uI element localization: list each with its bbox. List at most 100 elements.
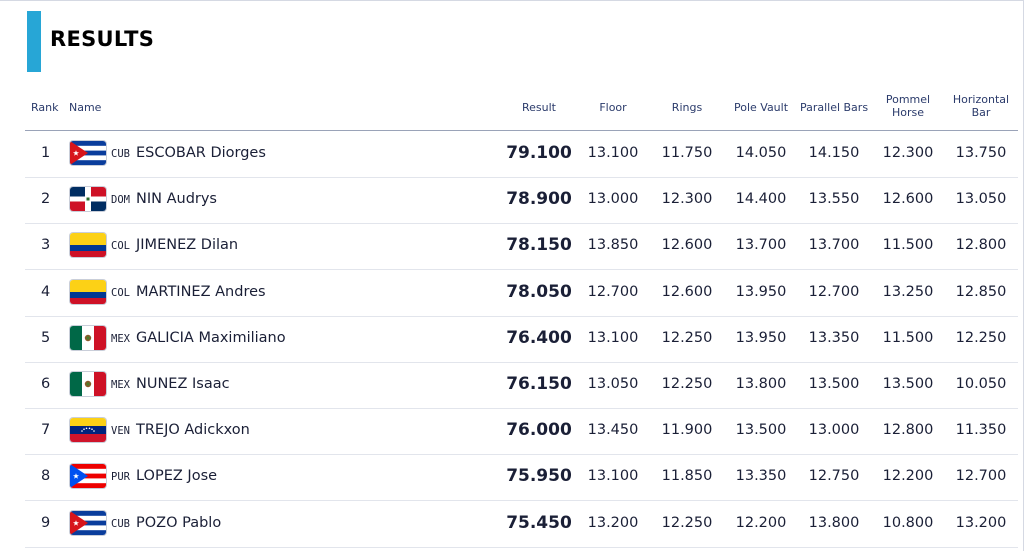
- horizontal-bar-score: 13.200: [955, 514, 1007, 531]
- header-result[interactable]: Result: [522, 101, 556, 114]
- pommel-horse-score: 12.600: [882, 191, 934, 208]
- athlete-name: JIMENEZ Dilan: [136, 237, 239, 254]
- cuba-flag-icon: [70, 510, 106, 535]
- parallel-bars-score: 13.550: [808, 191, 860, 208]
- table-row[interactable]: 6 MEX NUNEZ Isaac 76.150 13.050 12.250 13.800 1…: [25, 362, 1018, 409]
- rings-score: 12.600: [661, 237, 713, 254]
- table-row[interactable]: 3 COL JIMENEZ Dilan 78.150 13.850 12.600 13.70…: [25, 223, 1018, 271]
- rings-score: 12.250: [661, 376, 713, 392]
- result-value: 78.050: [506, 281, 572, 302]
- header-name[interactable]: Name: [69, 101, 102, 114]
- pommel-horse-score: 11.500: [882, 329, 934, 346]
- rank-value: 4: [41, 283, 51, 300]
- title-accent-bar: [27, 11, 41, 72]
- result-value: 76.150: [506, 374, 572, 394]
- pole-vault-score: 13.800: [735, 376, 787, 392]
- pommel-horse-score: 11.500: [882, 237, 934, 254]
- parallel-bars-score: 13.500: [808, 376, 860, 392]
- pole-vault-score: 13.700: [735, 237, 787, 254]
- athlete-name: GALICIA Maximiliano: [136, 329, 286, 346]
- athlete-name: NIN Audrys: [136, 191, 217, 208]
- country-code: COL: [111, 240, 130, 253]
- pole-vault-score: 13.500: [735, 422, 787, 439]
- country-code: VEN: [111, 425, 130, 438]
- pole-vault-score: 13.950: [735, 329, 787, 346]
- rings-score: 11.900: [661, 422, 713, 439]
- parallel-bars-score: 13.000: [808, 422, 860, 439]
- result-value: 78.900: [506, 189, 572, 210]
- parallel-bars-score: 13.700: [808, 237, 860, 254]
- floor-score: 12.700: [587, 283, 639, 300]
- rings-score: 12.250: [661, 514, 713, 531]
- table-row[interactable]: 9 CUB POZO Pablo 75.450 13.200 12.250 12.200 13…: [25, 501, 1018, 548]
- floor-score: 13.100: [587, 145, 639, 161]
- table-row[interactable]: 5 MEX GALICIA Maximiliano 76.400 13.100 12.25…: [25, 316, 1018, 363]
- result-value: 76.400: [506, 327, 572, 348]
- parallel-bars-score: 12.750: [808, 468, 860, 485]
- table-row[interactable]: 7 VEN TREJO Adickxon 76.000 13.450 11.900 13.5…: [25, 408, 1018, 456]
- horizontal-bar-score: 12.800: [955, 237, 1007, 254]
- pommel-horse-score: 12.200: [882, 468, 934, 485]
- mexico-flag-icon: [70, 325, 106, 350]
- result-value: 78.150: [506, 235, 572, 256]
- floor-score: 13.200: [587, 514, 639, 531]
- header-rings[interactable]: Rings: [671, 101, 703, 114]
- floor-score: 13.100: [587, 329, 639, 346]
- header-rank[interactable]: Rank: [31, 101, 59, 114]
- horizontal-bar-score: 12.700: [955, 468, 1007, 485]
- result-value: 79.100: [506, 143, 572, 163]
- page-title: RESULTS: [50, 27, 155, 51]
- mexico-flag-icon: [70, 372, 106, 396]
- athlete-name: MARTINEZ Andres: [136, 283, 266, 300]
- pommel-horse-score: 10.800: [882, 514, 934, 531]
- rings-score: 12.600: [661, 283, 713, 300]
- header-parallel-bars[interactable]: Parallel Bars: [799, 101, 869, 114]
- puerto-rico-flag-icon: [70, 464, 106, 489]
- country-code: DOM: [111, 194, 130, 207]
- athlete-name: NUNEZ Isaac: [136, 376, 230, 392]
- table-header: Rank Name Result Floor Rings Pole Vault …: [25, 92, 1018, 131]
- country-code: CUB: [111, 517, 130, 530]
- pommel-horse-score: 13.500: [882, 376, 934, 392]
- rank-value: 6: [41, 376, 51, 392]
- floor-score: 13.450: [587, 422, 639, 439]
- pole-vault-score: 13.950: [735, 283, 787, 300]
- colombia-flag-icon: [70, 279, 106, 304]
- rings-score: 12.250: [661, 329, 713, 346]
- horizontal-bar-score: 12.250: [955, 329, 1007, 346]
- parallel-bars-score: 13.800: [808, 514, 860, 531]
- floor-score: 13.850: [587, 237, 639, 254]
- floor-score: 13.000: [587, 191, 639, 208]
- rings-score: 11.750: [661, 145, 713, 161]
- athlete-name: LOPEZ Jose: [136, 468, 218, 485]
- parallel-bars-score: 14.150: [808, 145, 860, 161]
- pommel-horse-score: 12.800: [882, 422, 934, 439]
- colombia-flag-icon: [70, 233, 106, 258]
- country-code: MEX: [111, 379, 130, 391]
- header-pommel-horse[interactable]: Pommel Horse: [885, 93, 931, 119]
- pole-vault-score: 14.400: [735, 191, 787, 208]
- table-row[interactable]: 4 COL MARTINEZ Andres 78.050 12.700 12.600 13.…: [25, 270, 1018, 317]
- pommel-horse-score: 12.300: [882, 145, 934, 161]
- result-value: 75.950: [506, 466, 572, 487]
- rank-value: 9: [41, 514, 51, 531]
- cuba-flag-icon: [70, 141, 106, 165]
- header-floor[interactable]: Floor: [599, 101, 627, 114]
- table-row[interactable]: 8 PUR LOPEZ Jose 75.950 13.100 11.850 13.350 12…: [25, 454, 1018, 502]
- header-pole-vault[interactable]: Pole Vault: [733, 101, 789, 114]
- country-code: COL: [111, 286, 130, 299]
- result-value: 75.450: [506, 512, 572, 533]
- rings-score: 12.300: [661, 191, 713, 208]
- country-code: MEX: [111, 332, 130, 345]
- horizontal-bar-score: 13.050: [955, 191, 1007, 208]
- table-row[interactable]: 2 DOM NIN Audrys 78.900 13.000 12.300 14.400 13…: [25, 177, 1018, 225]
- country-code: CUB: [111, 148, 130, 160]
- horizontal-bar-score: 10.050: [955, 376, 1007, 392]
- rank-value: 7: [41, 422, 51, 439]
- horizontal-bar-score: 12.850: [955, 283, 1007, 300]
- horizontal-bar-score: 13.750: [955, 145, 1007, 161]
- rank-value: 1: [41, 145, 51, 161]
- table-row[interactable]: 1 CUB ESCOBAR Diorges 79.100 13.100 11.750 14.…: [25, 131, 1018, 178]
- header-horizontal-bar[interactable]: Horizontal Bar: [952, 93, 1010, 119]
- pole-vault-score: 14.050: [735, 145, 787, 161]
